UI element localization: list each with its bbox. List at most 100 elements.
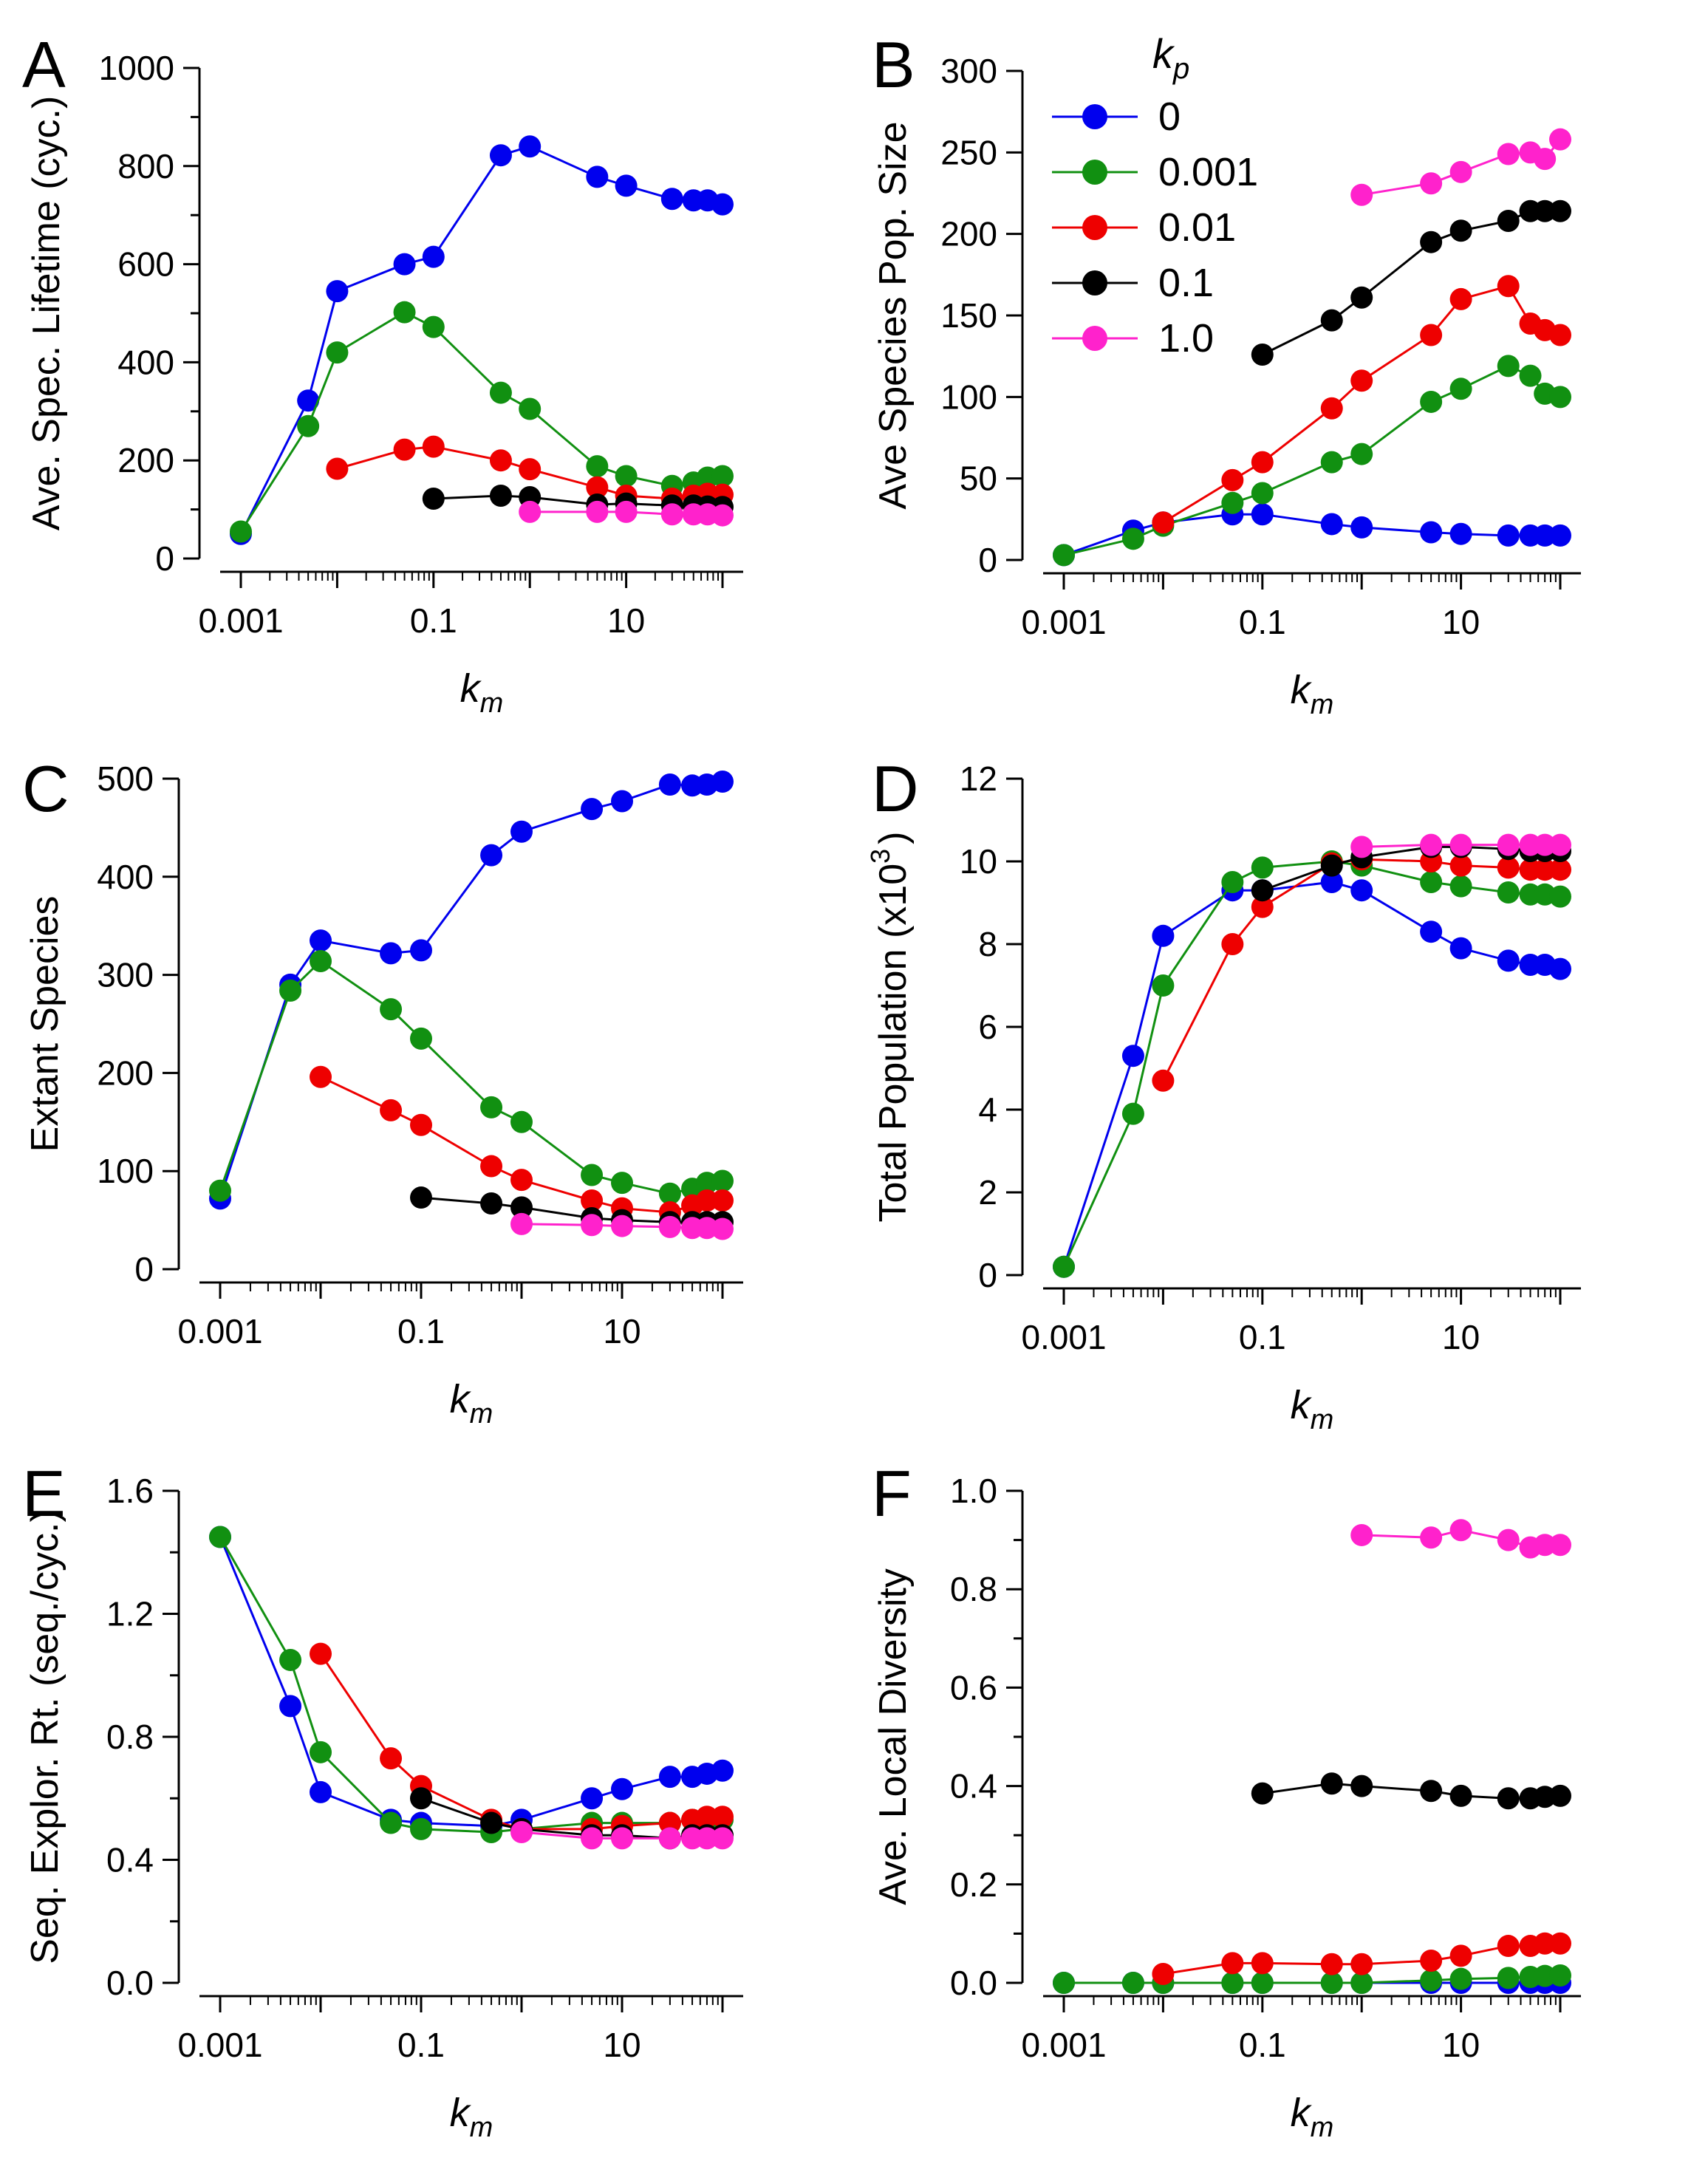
data-point: [1549, 1932, 1571, 1955]
data-point: [1549, 324, 1571, 346]
panel-letter: A: [22, 28, 66, 101]
data-point: [410, 1027, 432, 1050]
x-axis-label: km: [450, 1377, 493, 1430]
series-kp-1.0: [1350, 1519, 1571, 1559]
data-point: [1221, 933, 1244, 955]
x-tick-label: 10: [1442, 603, 1480, 641]
y-tick-label: 200: [117, 441, 174, 479]
y-tick-label: 0.8: [950, 1570, 997, 1608]
data-point: [695, 1806, 718, 1828]
data-point: [1420, 833, 1443, 856]
data-point: [658, 1215, 681, 1238]
data-point: [711, 193, 734, 216]
data-point: [1449, 219, 1472, 242]
data-point: [658, 1766, 681, 1789]
data-point: [510, 1196, 533, 1219]
data-point: [1152, 511, 1175, 534]
x-tick-label: 10: [603, 2026, 640, 2064]
data-point: [410, 1113, 432, 1136]
data-point: [1549, 858, 1571, 881]
data-point: [1420, 1780, 1443, 1803]
panel-A: A 0 200 400 600 800 1000 0.001 0.1 10 km Ave. Spec.…: [22, 28, 743, 719]
data-point: [1152, 1963, 1175, 1986]
data-point: [326, 280, 349, 303]
y-tick-label: 0.0: [950, 1964, 997, 2002]
data-point: [1350, 836, 1373, 858]
data-point: [586, 165, 609, 188]
data-point: [1152, 974, 1175, 997]
data-point: [1497, 355, 1520, 378]
data-point: [380, 1747, 403, 1770]
data-point: [510, 1169, 533, 1192]
panel-D: D 0 2 4 6 8 10 12 0.001 0.1 10 km Total Population (…: [865, 752, 1581, 1435]
x-tick-label: 0.001: [177, 2026, 262, 2064]
legend-entry-kp-0.001: 0.001: [1052, 150, 1258, 194]
x-axis-label: km: [1291, 1383, 1334, 1435]
legend-title: kp: [1152, 30, 1189, 85]
data-point: [1350, 1972, 1373, 1994]
data-point: [711, 1759, 734, 1782]
legend-marker: [1082, 270, 1107, 296]
data-point: [581, 1827, 604, 1850]
data-point: [1549, 524, 1571, 547]
data-point: [1420, 521, 1443, 544]
data-point: [1221, 1952, 1244, 1975]
panel-letter: E: [22, 1457, 66, 1530]
data-point: [230, 520, 252, 543]
data-point: [1497, 275, 1520, 298]
data-point: [1497, 881, 1520, 904]
data-point: [1549, 386, 1571, 409]
y-tick-label: 400: [117, 343, 174, 381]
data-point: [422, 487, 445, 510]
data-point: [519, 397, 542, 420]
y-tick-label: 1.2: [106, 1595, 154, 1633]
data-point: [1449, 1944, 1472, 1967]
y-tick-label: 6: [978, 1008, 997, 1046]
legend-label: 0.1: [1158, 261, 1214, 305]
data-point: [380, 998, 403, 1021]
legend-entry-kp-0.01: 0.01: [1052, 205, 1236, 250]
data-point: [1449, 378, 1472, 400]
data-point: [1221, 491, 1244, 514]
data-point: [1320, 513, 1343, 536]
data-point: [1420, 1526, 1443, 1549]
data-point: [1320, 397, 1343, 420]
series-kp-0.001: [230, 301, 734, 543]
series-line: [1162, 284, 1561, 524]
data-point: [410, 1186, 432, 1209]
data-point: [1420, 1950, 1443, 1972]
series-kp-0.001: [209, 950, 734, 1205]
data-point: [615, 500, 638, 523]
panel-B: B 0 50 100 150 200 250 300 0.001 0.1 10 km Ave Speci…: [872, 28, 1581, 720]
x-tick-label: 10: [603, 1312, 640, 1350]
y-tick-label: 12: [960, 759, 997, 798]
series-kp-0.1: [1251, 199, 1571, 366]
x-axis-label: km: [1291, 668, 1334, 720]
data-point: [1251, 1952, 1274, 1975]
series-kp-0.1: [1251, 1772, 1571, 1810]
data-point: [519, 135, 542, 158]
series-kp-0: [1053, 871, 1571, 1278]
data-point: [1053, 1972, 1075, 1994]
legend: kp 0 0.001 0.01 0.1 1.0: [1052, 30, 1258, 361]
data-point: [658, 1827, 681, 1850]
data-point: [611, 1172, 633, 1195]
data-point: [310, 1065, 332, 1088]
data-point: [711, 1189, 734, 1212]
data-point: [310, 929, 332, 952]
data-point: [1251, 482, 1274, 505]
panel-letter: C: [22, 752, 69, 825]
x-tick-label: 0.001: [198, 601, 283, 640]
data-point: [1350, 1775, 1373, 1797]
data-point: [519, 500, 542, 523]
data-point: [393, 301, 416, 324]
data-point: [1251, 856, 1274, 879]
y-axis-label: Total Population (x103): [865, 831, 915, 1222]
data-point: [1449, 875, 1472, 898]
data-point: [480, 1096, 503, 1118]
y-tick-label: 0.6: [950, 1668, 997, 1707]
data-point: [586, 500, 609, 523]
data-point: [297, 414, 320, 437]
data-point: [1534, 199, 1557, 222]
